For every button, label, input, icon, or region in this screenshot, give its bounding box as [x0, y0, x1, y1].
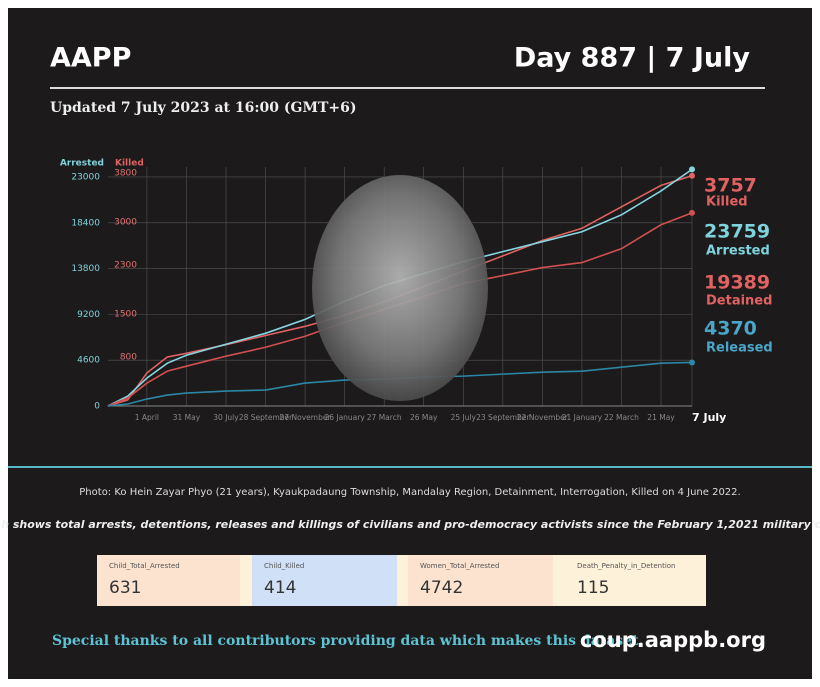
kpi-value: 631	[109, 578, 141, 598]
kpi-card	[565, 555, 706, 606]
chart: Arrested Killed 0 4600 9200 13800 18400 23000 80…	[60, 159, 773, 425]
x-tick-label: 30 July	[213, 413, 239, 422]
kpi-card	[408, 555, 553, 606]
title: AAPP	[50, 43, 131, 74]
y-axis-title: Arrested	[60, 159, 104, 169]
x-tick-label: 27 March	[367, 413, 402, 422]
x-tick-label: 7 July	[692, 411, 726, 424]
end-point	[689, 172, 695, 179]
y2-tick-label: 2300	[114, 261, 137, 271]
y-tick-label: 18400	[71, 218, 100, 228]
x-tick-label: 21 January	[562, 413, 603, 422]
kpi-value: 414	[264, 578, 296, 598]
x-tick-label: 23 September	[476, 413, 530, 422]
y-tick-label: 4600	[77, 356, 100, 366]
x-tick-label: 27 November	[280, 413, 332, 422]
kpi-label: Women_Total_Arrested	[420, 562, 499, 570]
end-point	[689, 209, 695, 216]
end-name: Arrested	[706, 244, 770, 259]
x-tick-label: 22 November	[517, 413, 569, 422]
y2-tick-label: 3000	[114, 218, 137, 228]
x-tick-label: 22 March	[604, 413, 639, 422]
x-tick-label: 21 May	[647, 413, 675, 422]
kpi-card	[252, 555, 397, 606]
kpi-label: Child_Total_Arrested	[109, 562, 180, 570]
x-tick-label: 26 May	[410, 413, 438, 422]
thanks: Special thanks to all contributors provi…	[52, 633, 643, 649]
kpi-label: Child_Killed	[264, 562, 304, 570]
site: coup.aappb.org	[580, 628, 766, 652]
y2-tick-label: 1500	[114, 310, 137, 320]
end-point	[689, 359, 695, 366]
kpi-value: 4742	[420, 578, 463, 598]
y-tick-label: 9200	[77, 310, 100, 320]
day: Day 887 | 7 July	[514, 43, 751, 74]
x-tick-label: 28 September	[239, 413, 293, 422]
end-value: 23759	[704, 221, 770, 243]
kpi-card	[97, 555, 240, 606]
graph-note: Graph shows total arrests, detentions, r…	[0, 518, 820, 531]
photo-caption: Photo: Ko Hein Zayar Phyo (21 years), Ky…	[79, 487, 740, 498]
end-name: Detained	[706, 294, 772, 309]
updated: Updated 7 July 2023 at 16:00 (GMT+6)	[50, 100, 357, 116]
kpis: Child_Total_Arrested 631 Child_Killed 414 Wo…	[97, 555, 706, 606]
end-value: 3757	[704, 175, 757, 197]
x-tick-label: 25 July	[451, 413, 477, 422]
end-name: Killed	[706, 195, 748, 210]
y2-tick-label: 800	[120, 352, 137, 362]
x-tick-label: 31 May	[173, 413, 201, 422]
y2-axis-title: Killed	[115, 159, 144, 169]
kpi-value: 115	[577, 578, 609, 598]
end-value: 4370	[704, 318, 757, 340]
x-tick-label: 26 January	[324, 413, 365, 422]
y-tick-label: 0	[94, 402, 100, 412]
y-tick-label: 13800	[71, 264, 100, 274]
x-tick-label: 1 April	[135, 413, 159, 422]
y2-tick-label: 3800	[114, 169, 137, 179]
y-tick-label: 23000	[71, 172, 100, 182]
end-value: 19389	[704, 272, 770, 294]
kpi-label: Death_Penalty_in_Detention	[577, 562, 675, 570]
end-point	[689, 166, 695, 173]
photo	[312, 175, 488, 401]
end-name: Released	[706, 341, 773, 356]
